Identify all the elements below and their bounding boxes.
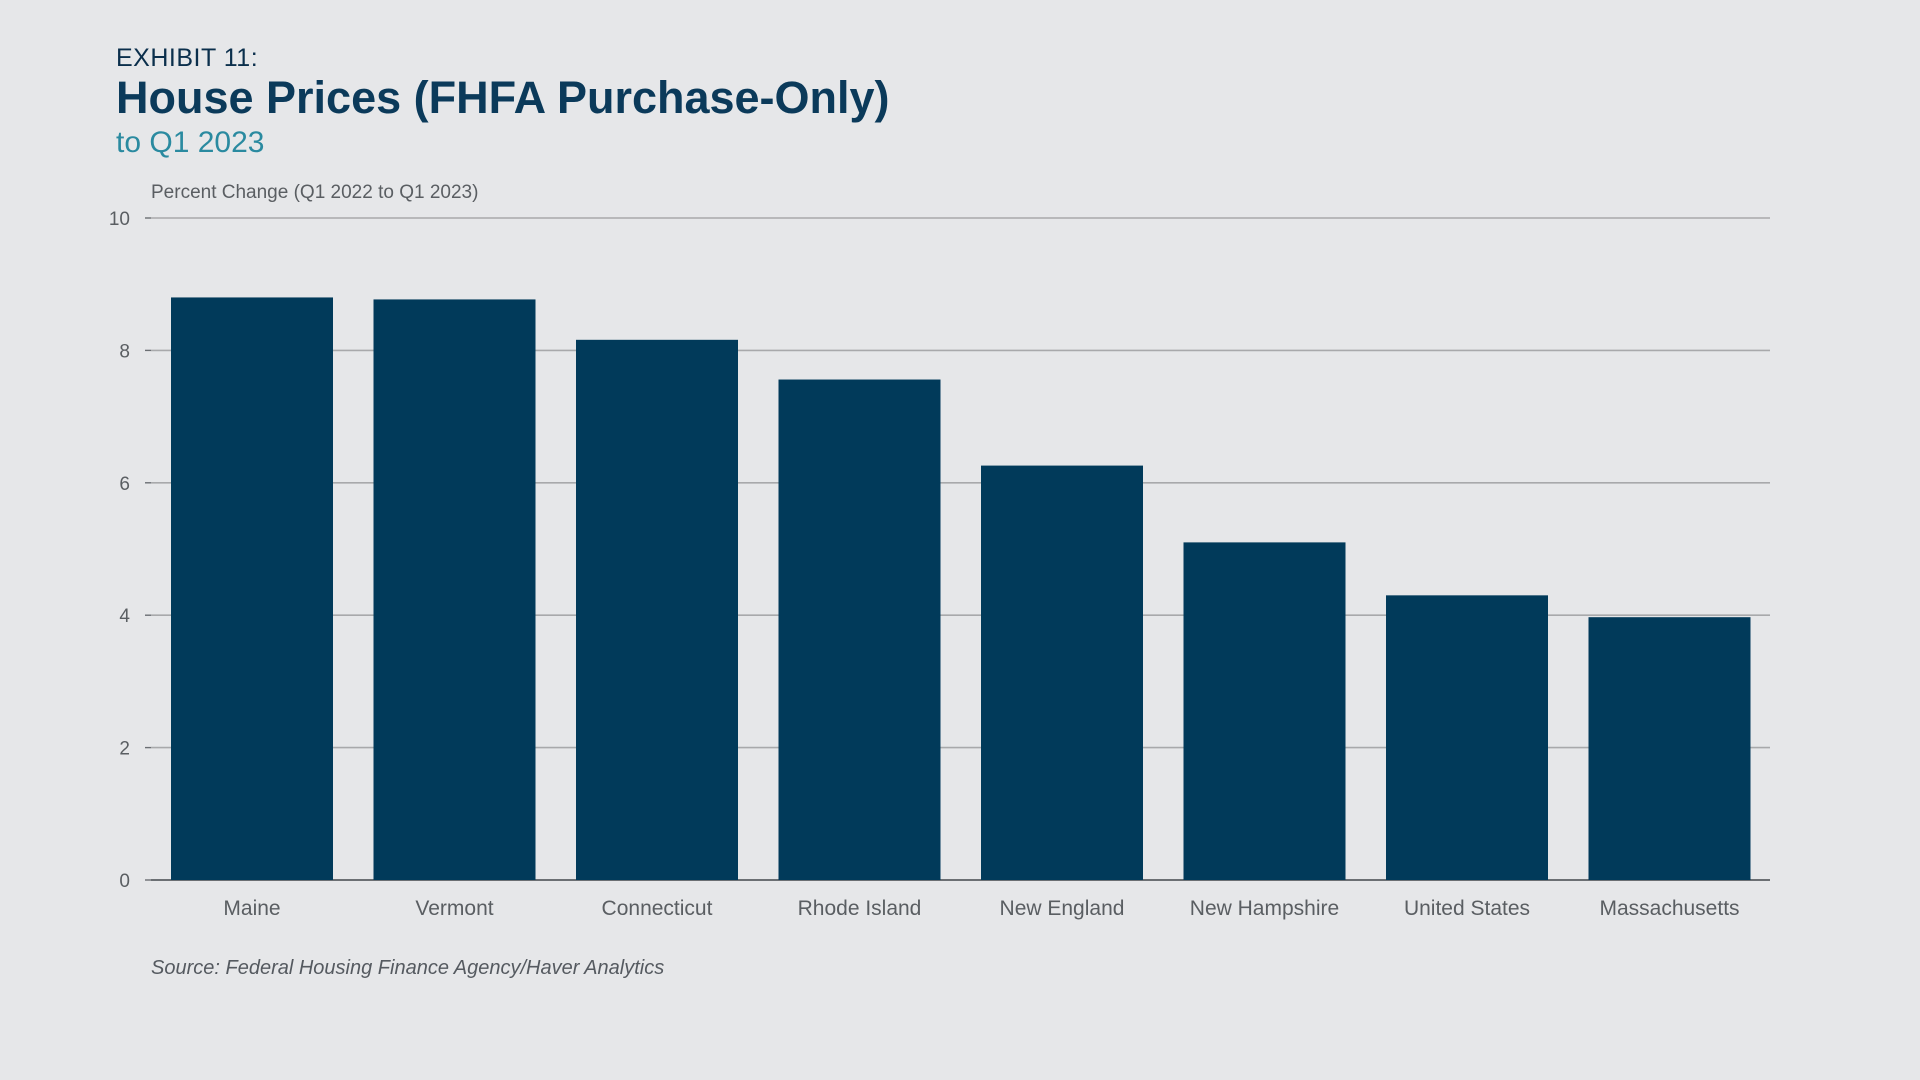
bars xyxy=(171,297,1751,881)
chart-subtitle: to Q1 2023 xyxy=(116,126,265,159)
bar-massachusetts xyxy=(1588,617,1751,880)
x-tick-label: New England xyxy=(1000,897,1125,920)
x-tick-label: Rhode Island xyxy=(798,897,922,920)
bar-maine xyxy=(171,297,333,880)
x-tick-label: Vermont xyxy=(415,897,493,920)
bar-new-hampshire xyxy=(1183,542,1346,880)
bar-connecticut xyxy=(576,339,738,881)
source-note: Source: Federal Housing Finance Agency/H… xyxy=(151,957,665,979)
y-tick-label: 8 xyxy=(119,341,130,362)
y-tick-label: 4 xyxy=(119,606,130,627)
y-axis-label: Percent Change (Q1 2022 to Q1 2023) xyxy=(151,182,478,203)
y-tick-label: 0 xyxy=(119,871,130,892)
x-tick-label: New Hampshire xyxy=(1190,897,1339,920)
bar-vermont xyxy=(373,299,536,880)
x-axis-labels: Maine Vermont Connecticut Rhode Island New E… xyxy=(223,897,1739,920)
x-tick-label: Connecticut xyxy=(602,897,713,920)
exhibit-label: EXHIBIT 11: xyxy=(116,44,259,72)
bar-rhode-island xyxy=(778,379,941,880)
bar-united-states xyxy=(1386,595,1548,880)
x-tick-label: United States xyxy=(1404,897,1530,920)
y-tick-label: 6 xyxy=(119,474,130,495)
x-tick-label: Maine xyxy=(223,897,280,920)
chart-title: House Prices (FHFA Purchase-Only) xyxy=(116,72,890,123)
y-tick-label: 10 xyxy=(109,209,130,230)
bar-new-england xyxy=(981,465,1143,880)
y-tick-label: 2 xyxy=(119,739,130,760)
y-axis-ticks: 0 2 4 6 8 10 xyxy=(109,209,151,892)
x-tick-label: Massachusetts xyxy=(1599,897,1739,920)
